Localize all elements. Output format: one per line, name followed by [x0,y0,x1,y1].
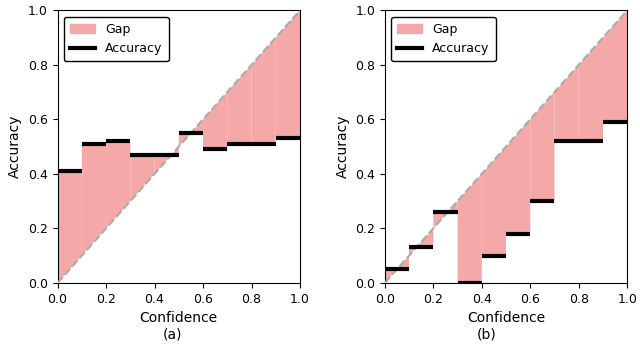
X-axis label: Confidence: Confidence [467,311,545,325]
Polygon shape [58,171,82,283]
Polygon shape [579,38,603,141]
Y-axis label: Accuracy: Accuracy [335,115,349,178]
Y-axis label: Accuracy: Accuracy [8,115,22,178]
Polygon shape [482,147,506,256]
Polygon shape [276,10,300,138]
Polygon shape [179,119,203,147]
Polygon shape [433,201,458,228]
Legend: Gap, Accuracy: Gap, Accuracy [64,17,169,61]
Polygon shape [131,155,154,201]
Polygon shape [154,147,179,174]
Polygon shape [531,92,554,201]
Polygon shape [385,256,409,283]
X-axis label: Confidence: Confidence [140,311,218,325]
Polygon shape [603,10,627,122]
Polygon shape [252,38,276,144]
Polygon shape [82,144,106,256]
Polygon shape [506,119,531,234]
Polygon shape [458,174,482,283]
Polygon shape [409,228,433,256]
Text: (b): (b) [477,327,496,341]
Polygon shape [227,65,252,144]
Polygon shape [203,92,227,149]
Legend: Gap, Accuracy: Gap, Accuracy [391,17,496,61]
Text: (a): (a) [163,327,182,341]
Polygon shape [554,65,579,141]
Polygon shape [106,141,131,228]
